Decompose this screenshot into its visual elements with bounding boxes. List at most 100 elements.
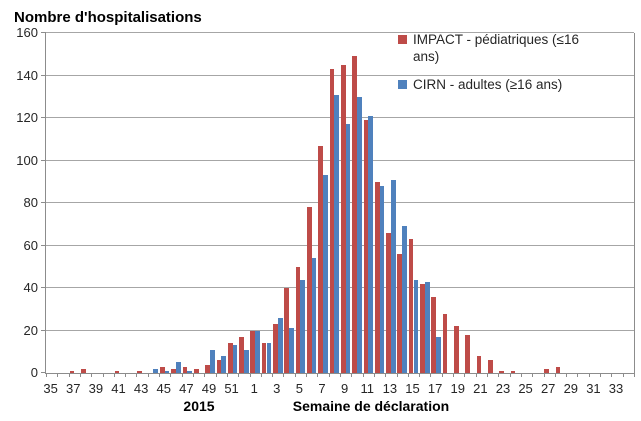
bar-impact-week-45	[159, 366, 165, 373]
x-axis-tick	[193, 373, 194, 377]
x-axis-tick	[464, 373, 466, 377]
bar-cirn-week-4	[289, 328, 294, 373]
x-axis-tick-label: 33	[608, 381, 624, 396]
bar-impact-week-47	[182, 366, 188, 373]
gridline	[46, 202, 634, 203]
x-axis-tick-label: 51	[224, 381, 239, 396]
x-axis-tick	[487, 373, 488, 377]
y-axis-tick	[41, 372, 46, 373]
legend-entry-impact: IMPACT - pédiatriques (≤16 ans)	[398, 31, 608, 65]
bar-impact-week-9	[340, 64, 346, 373]
x-axis-tick	[577, 373, 579, 377]
x-axis-tick-label: 49	[201, 381, 217, 396]
y-axis-tick-label: 40	[23, 280, 38, 295]
y-axis-tick	[41, 117, 46, 118]
x-axis-tick	[385, 373, 387, 377]
x-axis-tick-label: 15	[405, 381, 420, 396]
gridline	[46, 32, 634, 33]
x-axis-tick-label: 35	[43, 381, 58, 396]
x-axis-tick-label: 11	[360, 381, 375, 396]
x-axis-tick	[102, 373, 104, 377]
gridline	[46, 329, 634, 331]
x-axis-tick	[159, 373, 161, 377]
legend-entry-cirn: CIRN - adultes (≥16 ans)	[398, 76, 608, 93]
bar-cirn-week-9	[345, 124, 351, 373]
x-axis-tick-label: 23	[495, 381, 511, 396]
y-axis-tick-label: 100	[16, 152, 38, 168]
bar-cirn-week-1	[255, 330, 260, 373]
x-axis-tick	[68, 373, 70, 377]
bar-impact-week-14	[397, 254, 403, 373]
bar-cirn-week-50	[221, 356, 226, 373]
y-axis-tick-label: 120	[16, 110, 38, 125]
x-axis-tick	[317, 373, 319, 377]
x-axis-tick	[306, 373, 308, 377]
x-axis-tick	[170, 373, 172, 377]
x-axis-tick	[588, 373, 590, 377]
y-axis-tick-label: 0	[30, 365, 38, 380]
bar-cirn-week-5	[300, 279, 306, 373]
x-axis-tick	[475, 373, 477, 377]
bar-cirn-week-47	[187, 370, 193, 373]
bar-cirn-week-13	[390, 179, 396, 373]
bar-impact-week-50	[216, 360, 222, 373]
x-axis-year-label: 2015	[183, 398, 215, 414]
x-axis-tick	[238, 373, 240, 377]
bar-cirn-week-12	[379, 186, 385, 373]
bar-impact-week-23	[499, 370, 504, 373]
bar-impact-week-28	[555, 366, 561, 373]
x-axis-tick	[215, 373, 217, 377]
bar-cirn-week-52	[243, 349, 249, 373]
x-axis-tick-label: 19	[450, 381, 465, 396]
gridline	[46, 117, 634, 118]
bar-impact-week-15	[408, 239, 414, 373]
x-axis-tick	[147, 373, 149, 377]
bar-impact-week-7	[318, 145, 324, 373]
x-axis-tick	[46, 373, 47, 377]
bar-impact-week-48	[193, 368, 199, 373]
bar-impact-week-13	[386, 232, 391, 373]
x-axis-tick	[362, 373, 364, 377]
bar-cirn-week-11	[368, 115, 373, 373]
x-axis-tick	[181, 373, 183, 377]
x-axis-tick	[373, 373, 375, 377]
x-axis-tick	[441, 373, 443, 377]
bar-impact-week-52	[239, 336, 244, 373]
bar-impact-week-21	[476, 356, 482, 373]
bar-impact-week-12	[374, 181, 380, 373]
bar-impact-week-22	[487, 360, 493, 373]
y-axis-tick-label: 160	[16, 25, 38, 40]
bar-impact-week-4	[284, 288, 290, 373]
x-axis-tick	[453, 373, 455, 377]
x-axis-tick-label: 39	[88, 381, 104, 396]
y-axis-tick-label: 140	[16, 67, 38, 83]
bar-impact-week-18	[442, 313, 448, 373]
x-axis-tick	[520, 373, 522, 377]
legend-label-impact: IMPACT - pédiatriques (≤16 ans)	[413, 32, 579, 64]
bar-impact-week-43	[137, 370, 143, 373]
bar-impact-week-46	[171, 368, 177, 373]
x-axis-tick	[113, 373, 115, 377]
gridline	[46, 287, 634, 288]
bar-cirn-week-14	[402, 226, 407, 373]
bar-impact-week-49	[205, 364, 210, 373]
bar-impact-week-24	[510, 370, 516, 373]
y-axis-tick-label: 60	[23, 237, 38, 253]
x-axis-tick-label: 13	[382, 381, 398, 396]
x-axis-tick	[79, 373, 81, 377]
bar-cirn-week-15	[413, 279, 419, 373]
bar-impact-week-38	[80, 368, 86, 373]
x-axis-tick	[351, 373, 353, 377]
x-axis-tick	[91, 373, 93, 377]
x-axis-tick-label: 45	[156, 381, 171, 396]
bar-impact-week-20	[465, 334, 471, 373]
impact-series-marker-icon	[398, 35, 407, 44]
bar-cirn-week-17	[436, 336, 441, 373]
legend-label-cirn: CIRN - adultes (≥16 ans)	[413, 77, 563, 92]
x-axis-tick-label: 5	[295, 381, 304, 396]
y-axis-tick-label: 20	[23, 322, 38, 338]
y-axis-tick	[41, 74, 46, 76]
x-axis-tick	[396, 373, 398, 377]
x-axis-tick	[283, 373, 285, 377]
y-axis-tick	[41, 159, 46, 161]
